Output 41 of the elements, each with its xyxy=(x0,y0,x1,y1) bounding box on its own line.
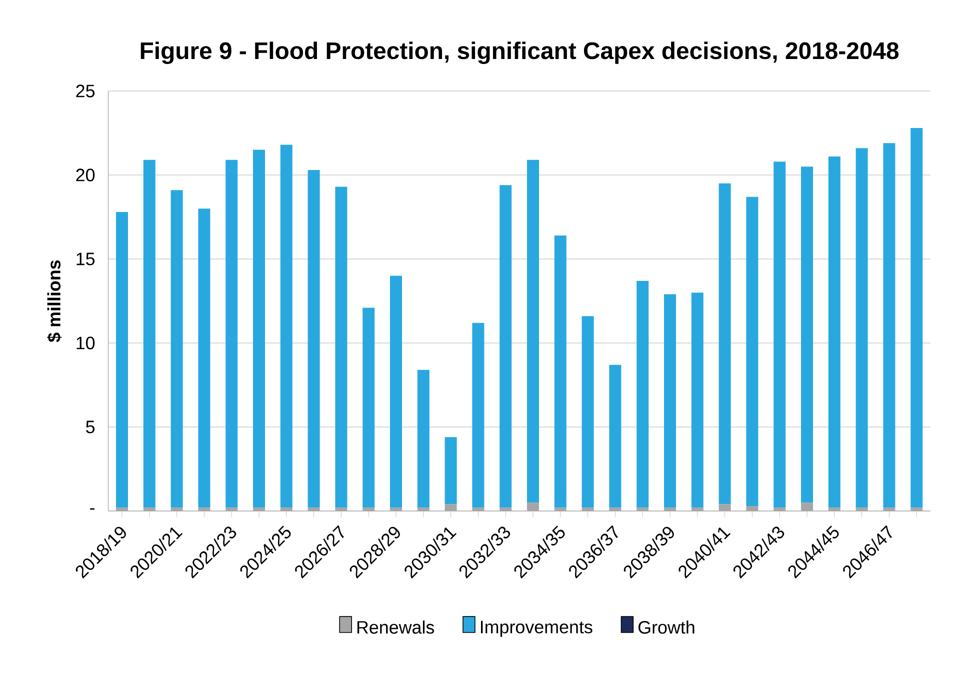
bar xyxy=(280,144,292,508)
bar xyxy=(500,185,512,508)
bar xyxy=(390,276,402,508)
y-tick-label: 25 xyxy=(76,84,95,98)
bar xyxy=(609,364,622,508)
bar xyxy=(308,170,320,508)
y-axis-title: $ millions xyxy=(47,260,62,342)
bar xyxy=(362,308,375,508)
bar xyxy=(883,143,896,508)
bar xyxy=(801,166,814,503)
bar xyxy=(472,322,484,508)
bar xyxy=(718,183,731,504)
bar xyxy=(774,162,786,508)
bar xyxy=(582,316,594,508)
bar xyxy=(226,160,238,508)
y-tick-label: 15 xyxy=(76,252,95,266)
bar xyxy=(335,186,348,508)
y-tick-label: 20 xyxy=(76,168,95,182)
bar xyxy=(444,437,457,504)
chart-title: Figure 9 - Flood Protection, significant Capex decisions, 2018-2048 xyxy=(140,42,899,64)
bar xyxy=(198,208,210,508)
y-tick-label: 5 xyxy=(86,420,95,434)
y-tick-label: - xyxy=(90,508,94,510)
bar xyxy=(636,280,649,508)
bar xyxy=(910,128,923,508)
bar xyxy=(417,370,430,508)
legend-label: Improvements xyxy=(481,620,592,637)
bar xyxy=(691,292,704,508)
bar xyxy=(527,160,540,503)
bar xyxy=(253,150,265,508)
bar xyxy=(664,294,676,508)
bar xyxy=(143,160,156,508)
bar xyxy=(856,148,868,508)
legend-label: Renewals xyxy=(357,620,434,634)
bar xyxy=(828,156,840,508)
bar xyxy=(116,212,128,508)
bar xyxy=(746,196,758,506)
legend-label: Growth xyxy=(638,620,694,634)
y-tick-label: 10 xyxy=(76,336,95,350)
bar xyxy=(170,190,183,508)
bar xyxy=(554,235,566,508)
